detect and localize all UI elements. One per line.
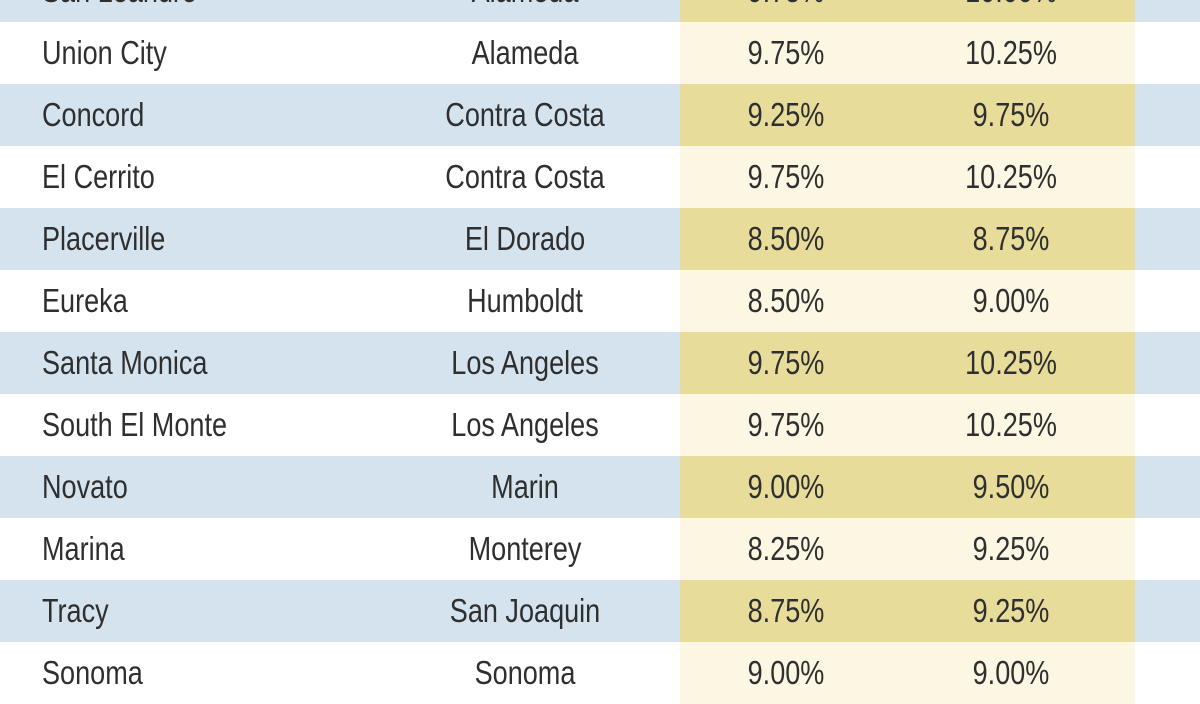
new-rate-cell-text: 9.25% xyxy=(972,592,1050,629)
city-cell: Novato xyxy=(42,468,128,505)
county-cell-text: Los Angeles xyxy=(451,344,599,381)
table-row: San Leandro Alameda 9.75% 10.00% xyxy=(0,0,1200,22)
county-cell-text: Los Angeles xyxy=(451,406,599,443)
table-row: South El Monte Los Angeles 9.75% 10.25% xyxy=(0,394,1200,456)
current-rate-cell-text: 9.00% xyxy=(747,654,825,691)
new-rate-cell-text: 9.50% xyxy=(972,468,1050,505)
city-cell: Placerville xyxy=(42,220,166,257)
city-cell: Sonoma xyxy=(42,654,143,691)
county-cell-text: Contra Costa xyxy=(445,96,605,133)
rate-column-highlight xyxy=(680,518,1135,580)
current-rate-cell-text: 9.00% xyxy=(747,468,825,505)
current-rate-cell-text: 9.25% xyxy=(747,96,825,133)
table-row: Novato Marin 9.00% 9.50% xyxy=(0,456,1200,518)
table-row: El Cerrito Contra Costa 9.75% 10.25% xyxy=(0,146,1200,208)
new-rate-cell-text: 9.25% xyxy=(972,530,1050,567)
city-cell: San Leandro xyxy=(42,0,197,22)
county-cell-text: Marin xyxy=(491,468,559,505)
current-rate-cell-text: 8.50% xyxy=(747,220,825,257)
table-row: Concord Contra Costa 9.25% 9.75% xyxy=(0,84,1200,146)
new-rate-cell-text: 9.75% xyxy=(972,96,1050,133)
county-cell-text: Humboldt xyxy=(467,282,583,319)
current-rate-cell-text: 8.50% xyxy=(747,282,825,319)
county-cell-text: Sonoma xyxy=(474,654,576,691)
rate-column-highlight xyxy=(680,146,1135,208)
county-cell-text: El Dorado xyxy=(464,220,586,257)
new-rate-cell-text: 9.00% xyxy=(972,282,1050,319)
city-cell: Concord xyxy=(42,96,145,133)
new-rate-cell-text: 9.00% xyxy=(972,654,1050,691)
city-cell: Eureka xyxy=(42,282,128,319)
current-rate-cell-text: 8.25% xyxy=(747,530,825,567)
current-rate-cell-text: 9.75% xyxy=(747,34,825,71)
new-rate-cell-text: 10.25% xyxy=(965,34,1057,71)
new-rate-cell-text: 10.25% xyxy=(965,406,1057,443)
rate-column-highlight xyxy=(680,0,1135,22)
rate-column-highlight xyxy=(680,332,1135,394)
county-cell-text: San Joaquin xyxy=(449,592,601,629)
current-rate-cell-text: 9.75% xyxy=(747,158,825,195)
new-rate-cell-text: 8.75% xyxy=(972,220,1050,257)
county-cell-text: Contra Costa xyxy=(445,158,605,195)
table-row: Sonoma Sonoma 9.00% 9.00% xyxy=(0,642,1200,704)
table-row: Union City Alameda 9.75% 10.25% xyxy=(0,22,1200,84)
county-cell-text: Monterey xyxy=(468,530,582,567)
rate-column-highlight xyxy=(680,208,1135,270)
city-cell: Santa Monica xyxy=(42,344,208,381)
county-cell-text: Alameda xyxy=(472,0,579,22)
current-rate-cell-text: 8.75% xyxy=(747,592,825,629)
table-row: Tracy San Joaquin 8.75% 9.25% xyxy=(0,580,1200,642)
new-rate-cell-text: 10.00% xyxy=(965,0,1057,22)
table-row: Marina Monterey 8.25% 9.25% xyxy=(0,518,1200,580)
table-row: Eureka Humboldt 8.50% 9.00% xyxy=(0,270,1200,332)
new-rate-cell-text: 10.25% xyxy=(965,344,1057,381)
rate-column-highlight xyxy=(680,84,1135,146)
rate-column-highlight xyxy=(680,580,1135,642)
rate-column-highlight xyxy=(680,394,1135,456)
current-rate-cell-text: 9.75% xyxy=(748,0,825,22)
table-row: Placerville El Dorado 8.50% 8.75% xyxy=(0,208,1200,270)
current-rate-cell-text: 9.75% xyxy=(747,344,825,381)
city-cell: Tracy xyxy=(42,592,109,629)
table-row: Santa Monica Los Angeles 9.75% 10.25% xyxy=(0,332,1200,394)
current-rate-cell-text: 9.75% xyxy=(747,406,825,443)
rate-column-highlight xyxy=(680,456,1135,518)
rate-column-highlight xyxy=(680,270,1135,332)
county-cell-text: Alameda xyxy=(471,34,579,71)
rate-column-highlight xyxy=(680,22,1135,84)
new-rate-cell-text: 10.25% xyxy=(965,158,1057,195)
city-cell: South El Monte xyxy=(42,406,228,443)
city-cell: El Cerrito xyxy=(42,158,155,195)
city-cell: Union City xyxy=(42,34,167,71)
city-cell: Marina xyxy=(42,530,125,567)
